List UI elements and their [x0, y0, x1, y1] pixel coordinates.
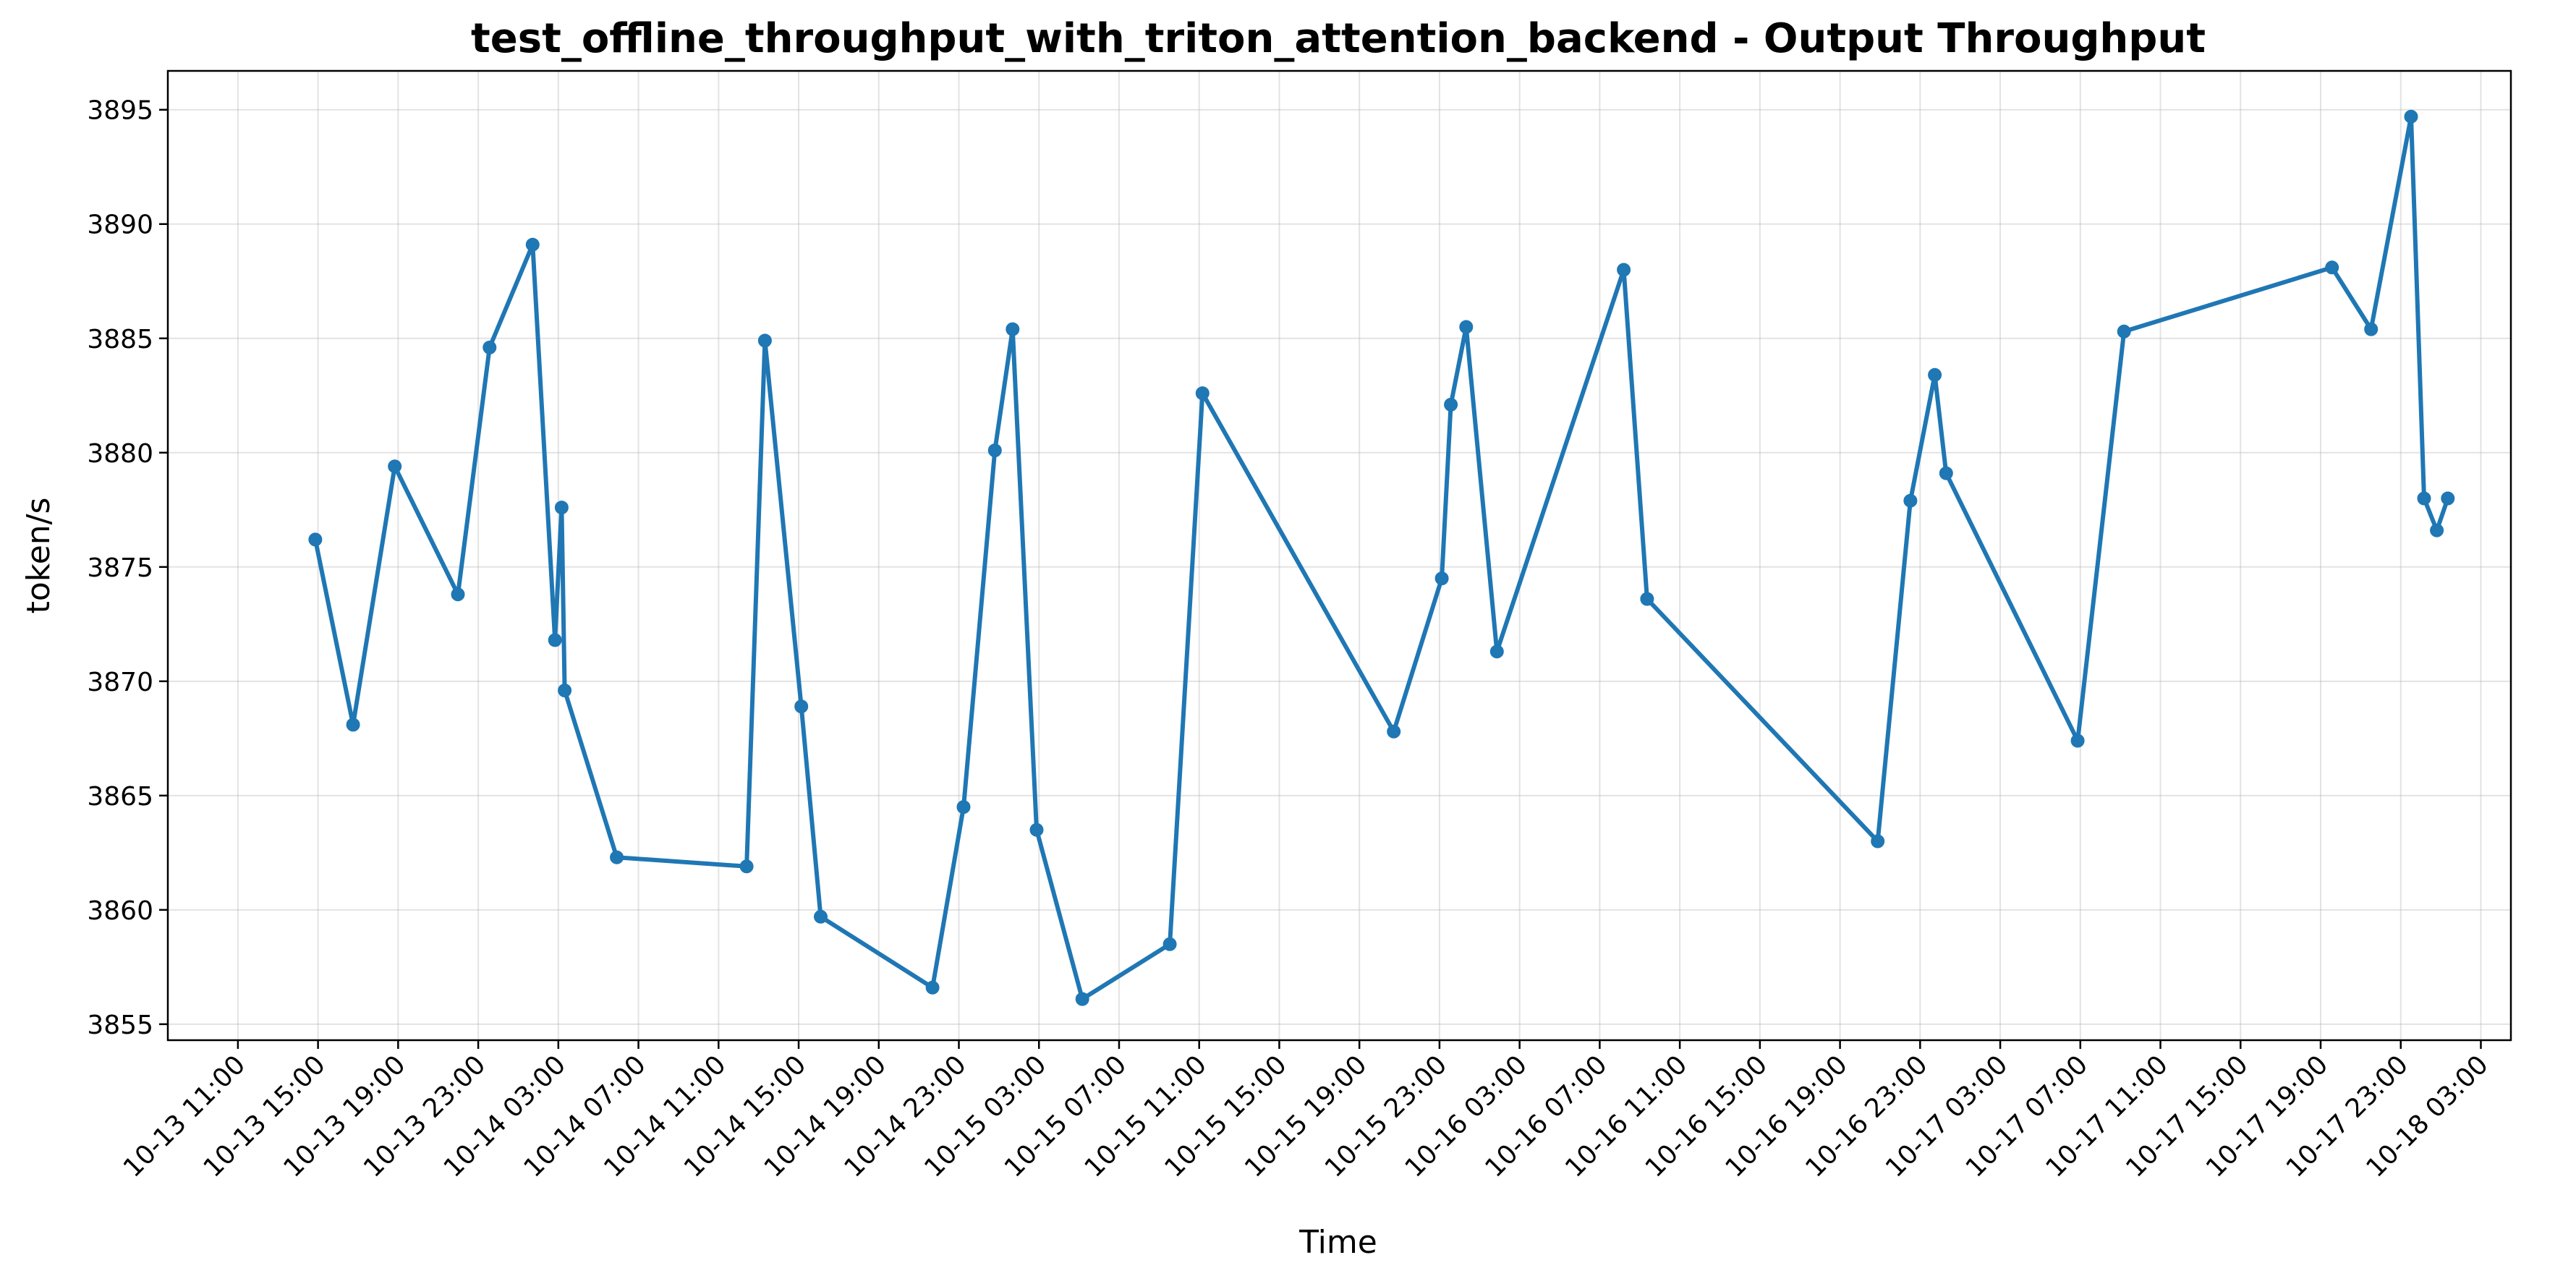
y-tick-label: 3860	[87, 896, 153, 926]
y-axis-label: token/s	[20, 498, 57, 614]
y-tick-label: 3895	[87, 96, 153, 126]
data-point	[1903, 493, 1918, 508]
data-point	[925, 980, 940, 995]
data-point	[554, 501, 569, 515]
data-point	[525, 237, 540, 252]
y-tick-label: 3855	[87, 1011, 153, 1040]
data-point	[1459, 320, 1474, 334]
y-tick-label: 3885	[87, 325, 153, 354]
series-layer	[308, 109, 2455, 1006]
series-line	[313, 114, 2450, 1002]
data-point	[1489, 645, 1504, 659]
data-point	[1939, 466, 1953, 480]
data-point	[2070, 733, 2085, 748]
axes: 38553860386538703875388038853890389510-1…	[87, 96, 2494, 1183]
data-point	[987, 443, 1002, 458]
y-tick-label: 3865	[87, 782, 153, 812]
data-point	[1075, 992, 1089, 1006]
data-point	[1387, 724, 1401, 739]
data-point	[1928, 367, 1942, 382]
data-point	[548, 633, 562, 647]
data-point	[1434, 571, 1449, 586]
data-point	[558, 684, 572, 697]
data-point	[346, 718, 360, 732]
data-point	[2417, 491, 2431, 506]
data-point	[794, 699, 809, 714]
x-axis-label: Time	[1298, 1224, 1377, 1261]
data-point	[757, 333, 772, 348]
data-point	[956, 800, 971, 814]
data-point	[2441, 491, 2455, 506]
data-point	[2325, 260, 2339, 275]
data-point	[2430, 523, 2444, 537]
data-point	[483, 340, 497, 354]
y-tick-label: 3875	[87, 553, 153, 583]
data-point	[1195, 386, 1210, 401]
plot-frame	[166, 69, 2512, 1042]
data-point	[2117, 324, 2131, 339]
data-point	[388, 459, 402, 474]
data-point	[1006, 322, 1020, 336]
y-tick-label: 3890	[87, 210, 153, 240]
y-tick-label: 3880	[87, 439, 153, 469]
grid	[168, 71, 2511, 1040]
data-point	[814, 909, 828, 924]
data-point	[2364, 322, 2379, 336]
data-point	[1162, 937, 1177, 951]
chart-title: test_offline_throughput_with_triton_atte…	[471, 15, 2206, 62]
data-point	[1640, 592, 1654, 606]
y-tick-label: 3870	[87, 668, 153, 697]
data-point	[739, 859, 754, 874]
data-point	[1029, 822, 1044, 837]
data-point	[1444, 397, 1458, 412]
data-point	[308, 532, 323, 547]
data-point	[451, 587, 465, 602]
data-point	[1617, 263, 1631, 277]
data-point	[610, 850, 624, 864]
data-point	[2404, 109, 2418, 124]
data-point	[1871, 834, 1885, 848]
